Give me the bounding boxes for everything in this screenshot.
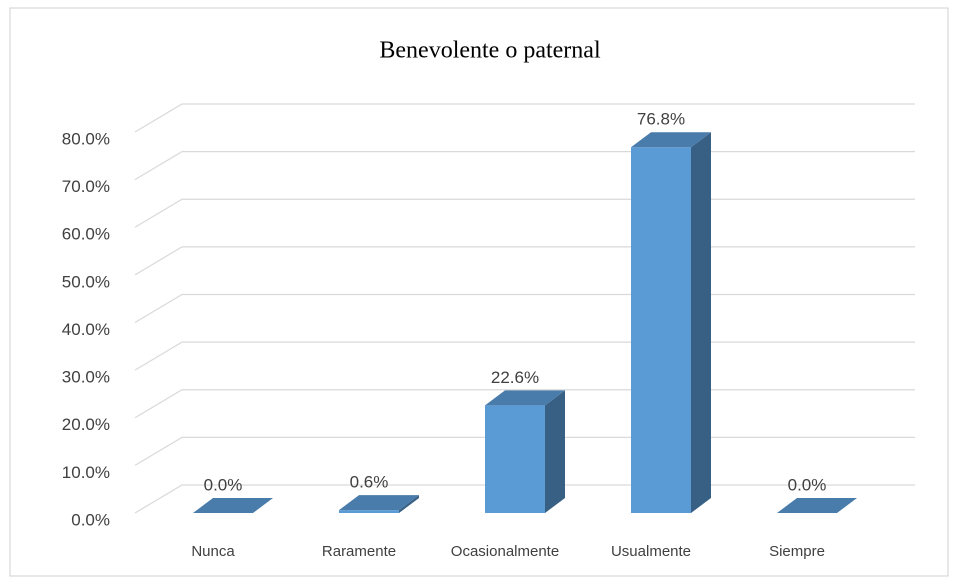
value-label: 0.0% <box>788 475 827 494</box>
bar-top <box>631 132 711 148</box>
y-tick-label: 10.0% <box>62 463 110 482</box>
y-tick-label: 0.0% <box>71 510 110 529</box>
bar-front <box>485 405 545 513</box>
value-label: 0.0% <box>204 475 243 494</box>
value-label: 76.8% <box>637 110 685 129</box>
bar-top <box>777 498 857 513</box>
y-tick-label: 70.0% <box>62 177 110 196</box>
bar-side <box>691 132 711 514</box>
value-label: 22.6% <box>491 368 539 387</box>
y-tick-label: 80.0% <box>62 129 110 148</box>
y-tick-label: 50.0% <box>62 272 110 291</box>
bar-side <box>399 495 419 513</box>
value-label: 0.6% <box>350 473 389 492</box>
bar-front <box>339 510 399 513</box>
bar-side <box>545 390 565 513</box>
x-tick-label: Usualmente <box>611 543 691 560</box>
x-tick-label: Raramente <box>322 543 396 560</box>
bar-front <box>631 147 691 514</box>
x-tick-label: Ocasionalmente <box>451 543 559 560</box>
y-tick-label: 40.0% <box>62 320 110 339</box>
x-tick-label: Siempre <box>769 543 825 560</box>
x-tick-label: Nunca <box>191 543 235 560</box>
y-tick-label: 20.0% <box>62 415 110 434</box>
y-tick-label: 30.0% <box>62 368 110 387</box>
y-tick-label: 60.0% <box>62 225 110 244</box>
bar-top <box>485 390 565 406</box>
bar-top <box>339 495 419 511</box>
bar-top <box>193 498 273 513</box>
chart-frame <box>9 7 949 577</box>
chart-title: Benevolente o paternal <box>379 38 601 64</box>
grid-line <box>134 103 915 133</box>
